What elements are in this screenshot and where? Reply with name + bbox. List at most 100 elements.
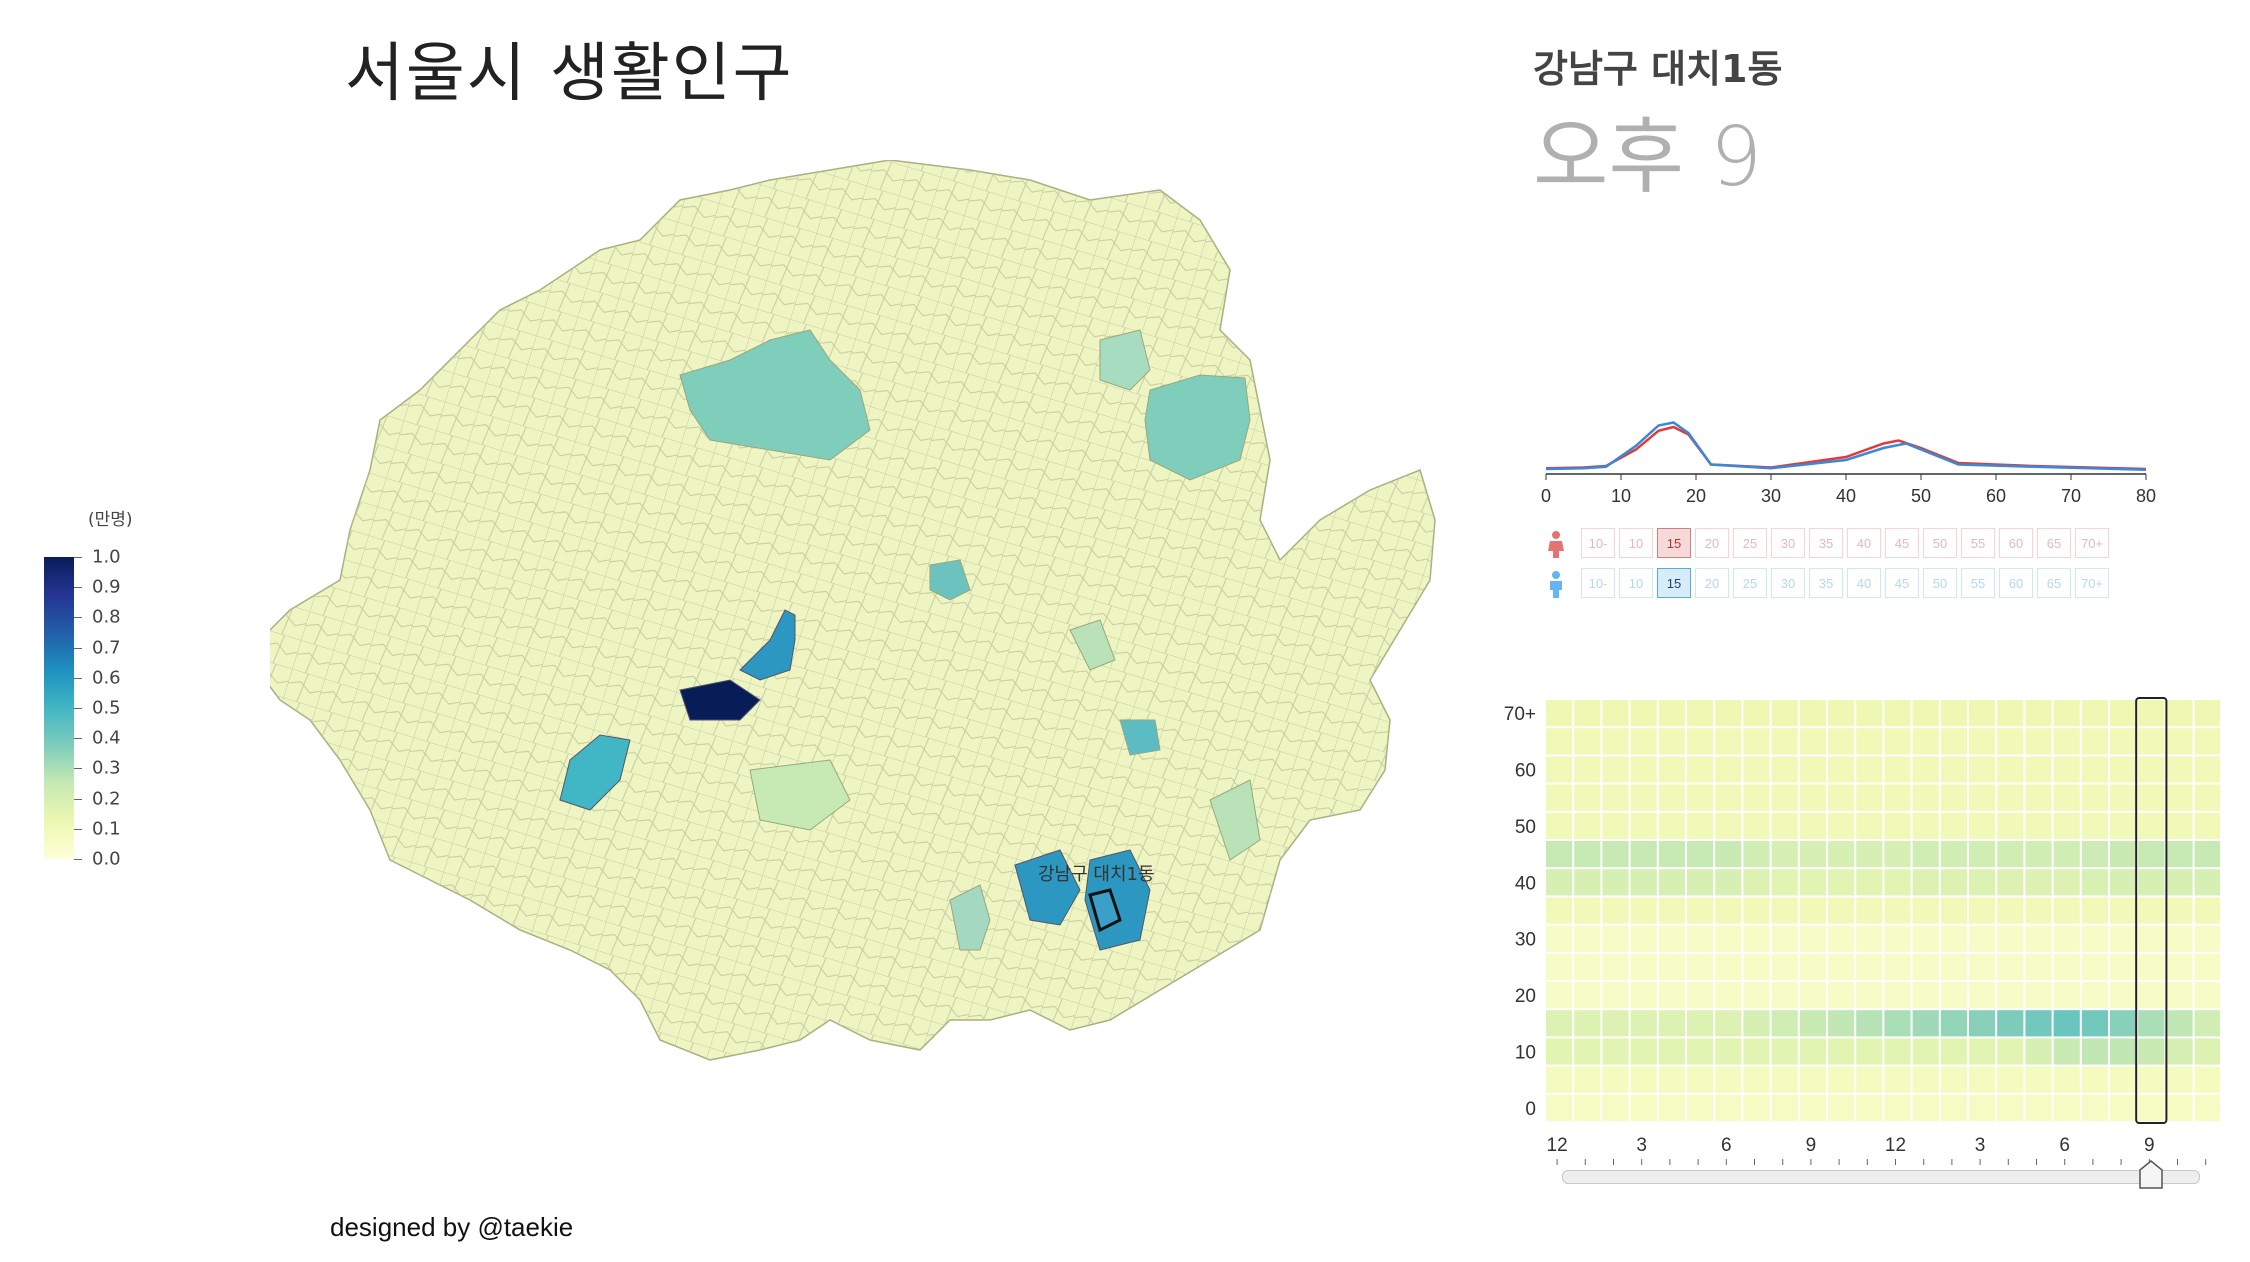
heatmap-cell[interactable] <box>1771 982 1798 1009</box>
age-cell-45[interactable]: 45 <box>1885 568 1919 598</box>
heatmap-cell[interactable] <box>1743 982 1770 1009</box>
district-songpa[interactable] <box>1209 779 1261 861</box>
heatmap-cell[interactable] <box>1997 897 2024 924</box>
heatmap-cell[interactable] <box>2110 1094 2137 1121</box>
heatmap-cell[interactable] <box>2138 869 2165 896</box>
heatmap-cell[interactable] <box>2194 869 2221 896</box>
heatmap-cell[interactable] <box>2110 784 2137 811</box>
map-svg[interactable]: 강남구 대치1동 <box>270 160 1450 1160</box>
age-cell-10-[interactable]: 10- <box>1581 568 1615 598</box>
age-cell-20[interactable]: 20 <box>1695 568 1729 598</box>
district-daechi1dong[interactable] <box>1088 888 1122 933</box>
heatmap-cell[interactable] <box>1912 728 1939 755</box>
heatmap-cell[interactable] <box>2110 728 2137 755</box>
district-jongno-upper[interactable] <box>929 559 971 601</box>
heatmap-cell[interactable] <box>2166 756 2193 783</box>
heatmap-cell[interactable] <box>1856 728 1883 755</box>
heatmap-cell[interactable] <box>2081 812 2108 839</box>
heatmap-cell[interactable] <box>1828 1038 1855 1065</box>
heatmap-cell[interactable] <box>2110 869 2137 896</box>
heatmap-cell[interactable] <box>1799 784 1826 811</box>
heatmap-cell[interactable] <box>1997 982 2024 1009</box>
heatmap-cell[interactable] <box>2194 841 2221 868</box>
heatmap-cell[interactable] <box>1602 700 1629 727</box>
heatmap-cell[interactable] <box>2138 953 2165 980</box>
heatmap-cell[interactable] <box>1771 1094 1798 1121</box>
heatmap-cell[interactable] <box>1687 869 1714 896</box>
heatmap-cell[interactable] <box>2110 925 2137 952</box>
district-seocho[interactable] <box>949 884 991 951</box>
heatmap-cell[interactable] <box>1715 953 1742 980</box>
heatmap-cell[interactable] <box>2081 728 2108 755</box>
heatmap-cell[interactable] <box>1715 784 1742 811</box>
age-cell-30[interactable]: 30 <box>1771 568 1805 598</box>
heatmap-cell[interactable] <box>2166 869 2193 896</box>
heatmap-cell[interactable] <box>1687 728 1714 755</box>
heatmap-cell[interactable] <box>1658 756 1685 783</box>
heatmap-cell[interactable] <box>1743 1094 1770 1121</box>
heatmap-cell[interactable] <box>2081 700 2108 727</box>
heatmap-cell[interactable] <box>2081 756 2108 783</box>
heatmap-cell[interactable] <box>1687 982 1714 1009</box>
heatmap-cell[interactable] <box>1771 897 1798 924</box>
heatmap-cell[interactable] <box>1630 700 1657 727</box>
heatmap-cell[interactable] <box>1912 953 1939 980</box>
heatmap-cell[interactable] <box>1997 812 2024 839</box>
heatmap-cell[interactable] <box>1997 728 2024 755</box>
heatmap-cell[interactable] <box>1630 1010 1657 1037</box>
heatmap-cell[interactable] <box>1997 869 2024 896</box>
heatmap-cell[interactable] <box>1912 784 1939 811</box>
heatmap-cell[interactable] <box>2166 982 2193 1009</box>
heatmap-cell[interactable] <box>1997 1010 2024 1037</box>
heatmap-cell[interactable] <box>1743 841 1770 868</box>
heatmap-cell[interactable] <box>2081 982 2108 1009</box>
heatmap-cell[interactable] <box>1630 1038 1657 1065</box>
heatmap-cell[interactable] <box>2138 925 2165 952</box>
heatmap-cell[interactable] <box>1912 897 1939 924</box>
heatmap-cell[interactable] <box>2053 1094 2080 1121</box>
heatmap-cell[interactable] <box>1884 897 1911 924</box>
heatmap-cell[interactable] <box>1969 700 1996 727</box>
heatmap-cell[interactable] <box>1715 982 1742 1009</box>
heatmap-cell[interactable] <box>1969 1010 1996 1037</box>
heatmap-cell[interactable] <box>2194 728 2221 755</box>
age-cell-35[interactable]: 35 <box>1809 528 1843 558</box>
heatmap-cell[interactable] <box>2194 756 2221 783</box>
heatmap-cell[interactable] <box>1799 1010 1826 1037</box>
heatmap-cell[interactable] <box>1687 1094 1714 1121</box>
seoul-choropleth-map[interactable]: 강남구 대치1동 <box>270 160 1450 1160</box>
hour-slider-track[interactable] <box>1562 1170 2200 1184</box>
heatmap-cell[interactable] <box>1884 953 1911 980</box>
heatmap-cell[interactable] <box>1602 869 1629 896</box>
age-cell-10-[interactable]: 10- <box>1581 528 1615 558</box>
district-nowon-upper[interactable] <box>1099 329 1151 391</box>
age-cell-25[interactable]: 25 <box>1733 528 1767 558</box>
heatmap-cell[interactable] <box>1658 897 1685 924</box>
heatmap-cell[interactable] <box>1771 869 1798 896</box>
heatmap-cell[interactable] <box>2194 1066 2221 1093</box>
heatmap-cell[interactable] <box>1997 1066 2024 1093</box>
heatmap-cell[interactable] <box>1602 1010 1629 1037</box>
age-cell-45[interactable]: 45 <box>1885 528 1919 558</box>
heatmap-cell[interactable] <box>1969 1066 1996 1093</box>
heatmap-cell[interactable] <box>2138 784 2165 811</box>
heatmap-cell[interactable] <box>2025 700 2052 727</box>
heatmap-cell[interactable] <box>1743 953 1770 980</box>
heatmap-cell[interactable] <box>1940 925 1967 952</box>
heatmap-cell[interactable] <box>1799 953 1826 980</box>
heatmap-cell[interactable] <box>2110 982 2137 1009</box>
age-cell-70+[interactable]: 70+ <box>2075 568 2109 598</box>
heatmap-cell[interactable] <box>1856 700 1883 727</box>
heatmap-cell[interactable] <box>2025 1038 2052 1065</box>
heatmap-cell[interactable] <box>2053 953 2080 980</box>
heatmap-cell[interactable] <box>1940 812 1967 839</box>
heatmap-cell[interactable] <box>1799 700 1826 727</box>
heatmap-cell[interactable] <box>1743 925 1770 952</box>
heatmap-cell[interactable] <box>2110 700 2137 727</box>
heatmap-cell[interactable] <box>2194 784 2221 811</box>
heatmap-cell[interactable] <box>1799 982 1826 1009</box>
heatmap-cell[interactable] <box>2081 869 2108 896</box>
age-cell-55[interactable]: 55 <box>1961 528 1995 558</box>
heatmap-cell[interactable] <box>1828 897 1855 924</box>
heatmap-cell[interactable] <box>2053 812 2080 839</box>
